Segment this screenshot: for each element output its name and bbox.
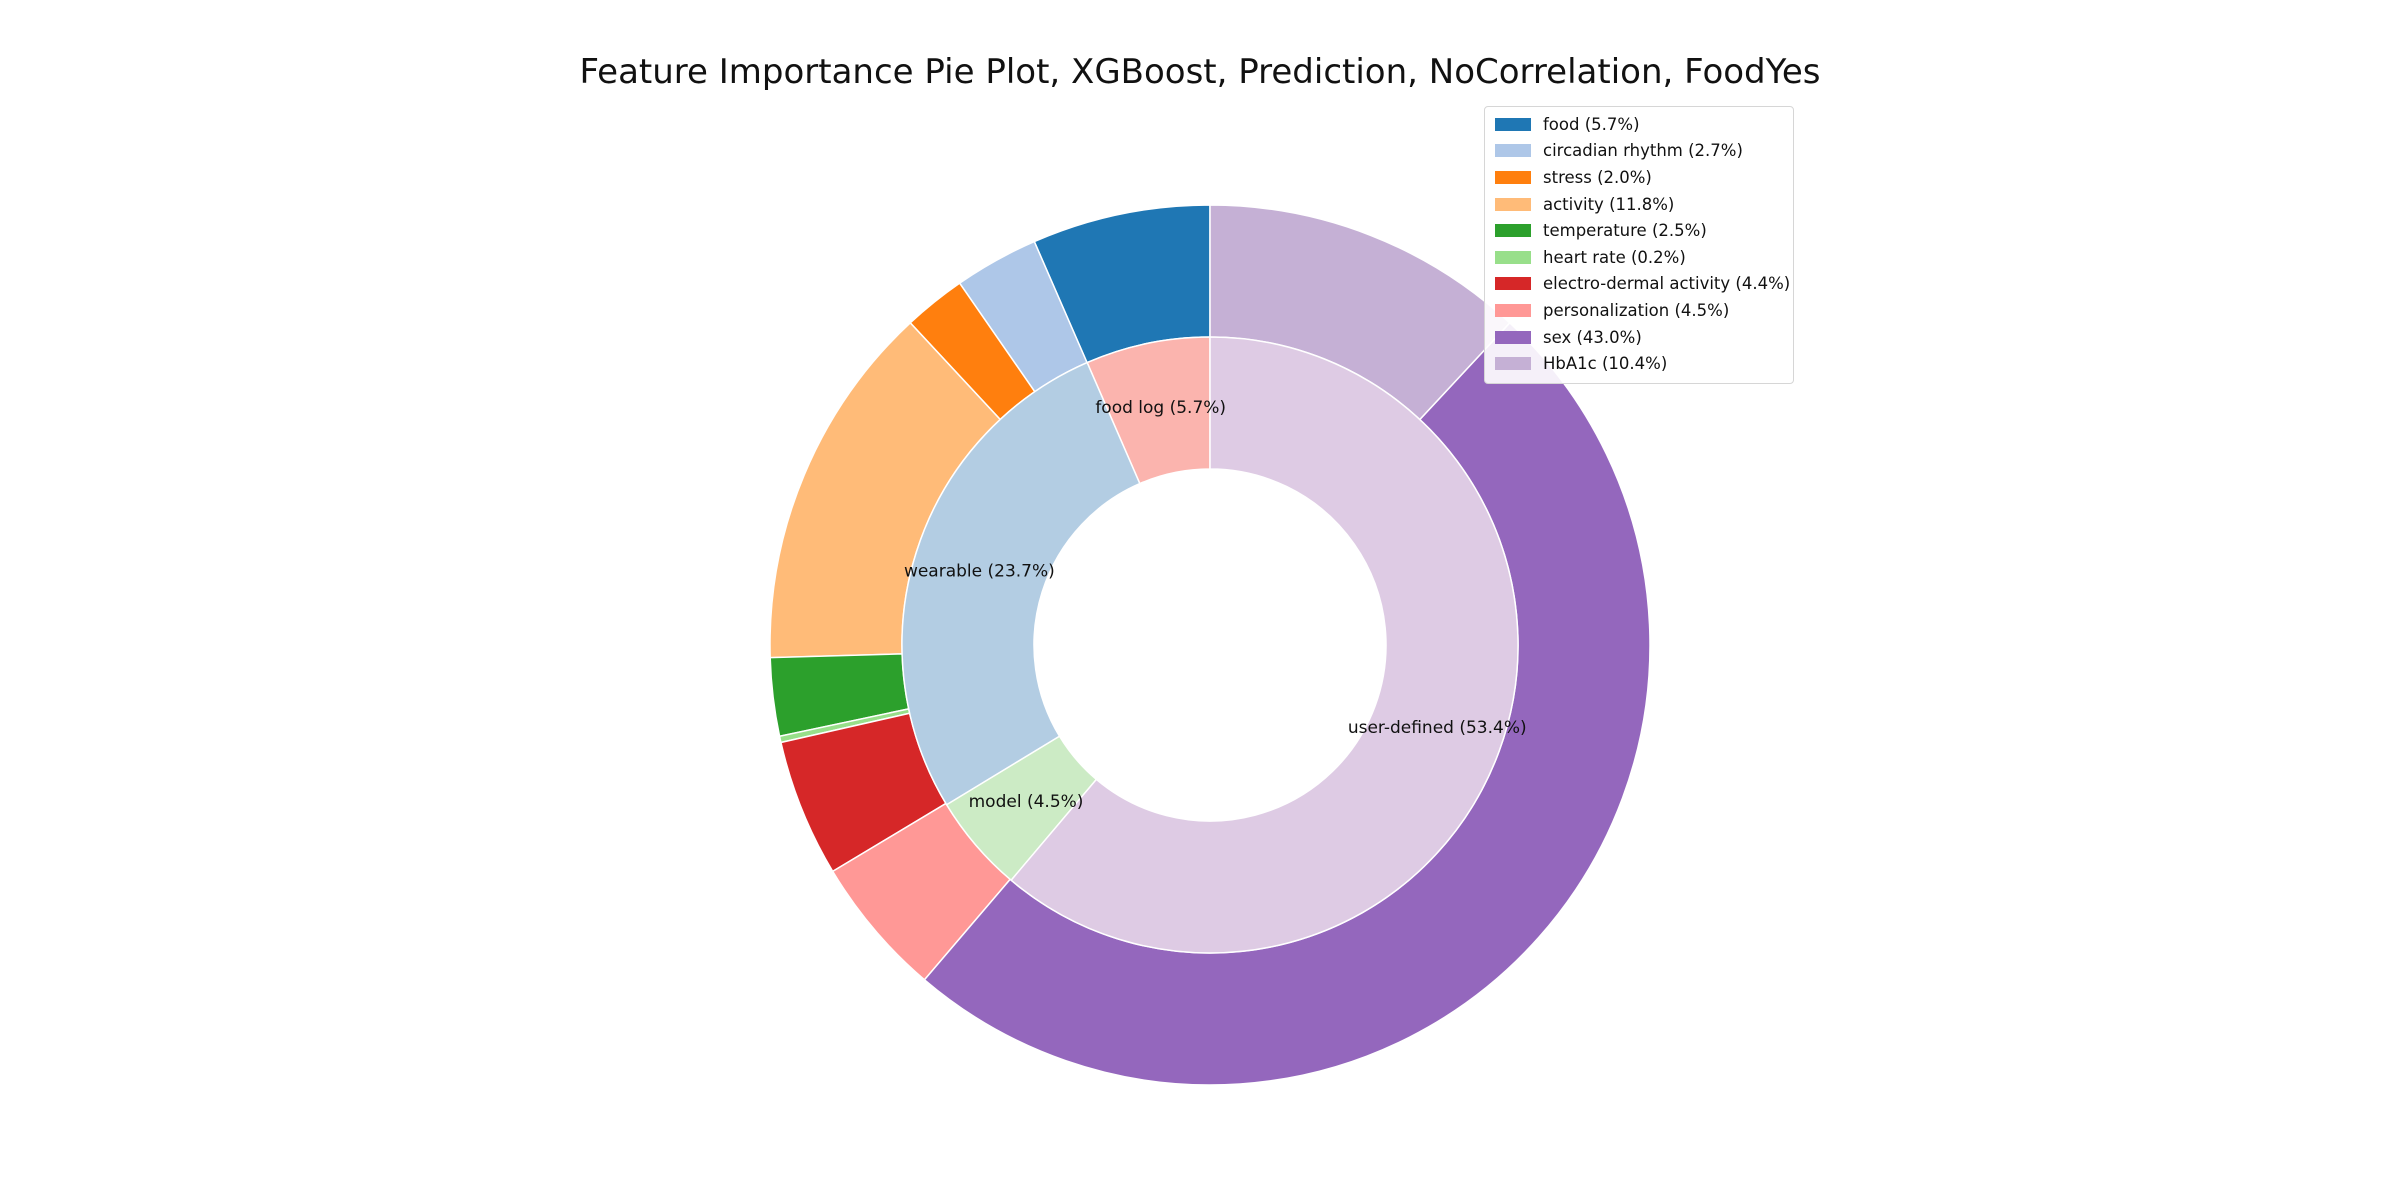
legend-swatch (1495, 117, 1531, 131)
legend-item-activity: activity (11.8%) (1485, 191, 1793, 218)
chart-title: Feature Importance Pie Plot, XGBoost, Pr… (579, 52, 1821, 92)
legend-swatch (1495, 197, 1531, 211)
legend-swatch (1495, 277, 1531, 291)
legend-item-temperature: temperature (2.5%) (1485, 217, 1793, 244)
legend-item-heart-rate: heart rate (0.2%) (1485, 244, 1793, 271)
legend-item-circadian-rhythm: circadian rhythm (2.7%) (1485, 138, 1793, 165)
legend-swatch (1495, 170, 1531, 184)
legend: food (5.7%) circadian rhythm (2.7%) stress… (1484, 106, 1794, 384)
legend-label: activity (11.8%) (1543, 194, 1675, 214)
legend-label: circadian rhythm (2.7%) (1543, 141, 1743, 161)
inner-slice-wearable (901, 361, 1141, 806)
inner-label-food-log: food log (5.7%) (1095, 398, 1226, 418)
legend-swatch (1495, 330, 1531, 344)
legend-item-stress: stress (2.0%) (1485, 164, 1793, 191)
legend-label: stress (2.0%) (1543, 167, 1652, 187)
legend-item-electro-dermal-activity: electro-dermal activity (4.4%) (1485, 271, 1793, 298)
inner-ring (901, 336, 1519, 954)
outer-ring (769, 204, 1651, 1086)
inner-slice-user-defined (1010, 336, 1519, 954)
inner-label-wearable: wearable (23.7%) (904, 562, 1055, 582)
legend-label: temperature (2.5%) (1543, 221, 1707, 241)
legend-swatch (1495, 250, 1531, 264)
legend-label: personalization (4.5%) (1543, 300, 1730, 320)
legend-item-sex: sex (43.0%) (1485, 324, 1793, 351)
legend-swatch (1495, 357, 1531, 371)
legend-swatch (1495, 144, 1531, 158)
inner-label-user-defined: user-defined (53.4%) (1348, 718, 1527, 738)
legend-item-food: food (5.7%) (1485, 111, 1793, 138)
inner-label-model: model (4.5%) (969, 792, 1084, 812)
legend-label: electro-dermal activity (4.4%) (1543, 274, 1791, 294)
legend-item-hba1c: HbA1c (10.4%) (1485, 350, 1793, 377)
legend-label: HbA1c (10.4%) (1543, 354, 1668, 374)
legend-swatch (1495, 224, 1531, 238)
legend-item-personalization: personalization (4.5%) (1485, 297, 1793, 324)
legend-swatch (1495, 303, 1531, 317)
legend-label: food (5.7%) (1543, 114, 1640, 134)
inner-ring-labels: food log (5.7%) wearable (23.7%) model (4.… (904, 398, 1527, 812)
legend-label: sex (43.0%) (1543, 327, 1642, 347)
legend-label: heart rate (0.2%) (1543, 247, 1686, 267)
